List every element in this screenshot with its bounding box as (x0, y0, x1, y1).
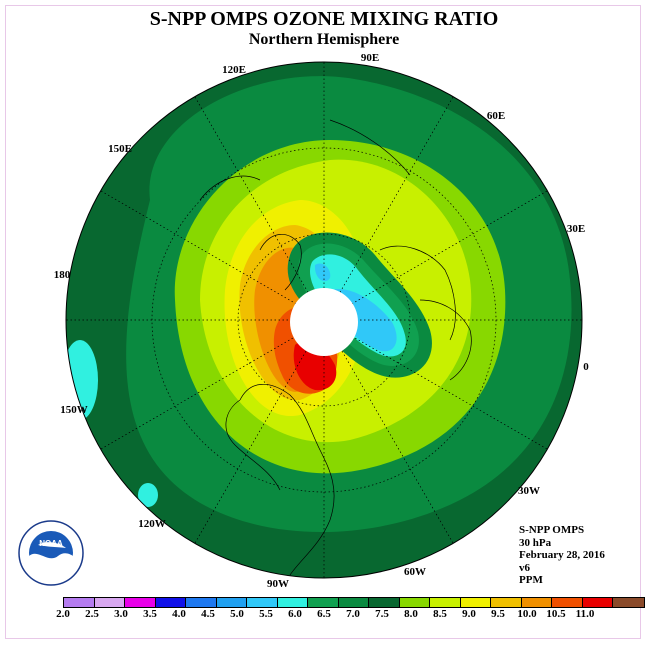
lon-label-180: 180 (54, 269, 71, 281)
colorbar-swatch (125, 598, 156, 607)
lon-label-150w: 150W (60, 404, 88, 416)
polar-gap (290, 288, 358, 356)
colorbar-tick-label: 10.5 (546, 608, 565, 620)
lon-label-120w: 120W (138, 518, 166, 530)
units-label: PPM (519, 574, 605, 587)
colorbar-swatch (400, 598, 431, 607)
colorbar-tick-label: 10.0 (517, 608, 536, 620)
colorbar-tick-label: 5.0 (230, 608, 244, 620)
colorbar-tick-label: 2.5 (85, 608, 99, 620)
lon-label-0: 0 (583, 361, 589, 373)
colorbar-swatch (491, 598, 522, 607)
colorbar-swatch (552, 598, 583, 607)
instrument-label: S-NPP OMPS (519, 524, 605, 537)
colorbar-tick-label: 3.0 (114, 608, 128, 620)
colorbar-swatch (613, 598, 644, 607)
colorbar-swatch (308, 598, 339, 607)
colorbar-swatch (522, 598, 553, 607)
noaa-logo-icon: NOAA (18, 520, 84, 586)
colorbar-swatch (95, 598, 126, 607)
colorbar (63, 597, 645, 608)
version-label: v6 (519, 562, 605, 575)
colorbar-tick-label: 9.0 (462, 608, 476, 620)
lon-label-150e: 150E (108, 143, 132, 155)
colorbar-tick-label: 4.0 (172, 608, 186, 620)
colorbar-swatch (583, 598, 614, 607)
colorbar-tick-label: 7.5 (375, 608, 389, 620)
colorbar-swatch (247, 598, 278, 607)
lon-label-90w: 90W (267, 578, 289, 590)
page: { "title": "S-NPP OMPS OZONE MIXING RATI… (0, 0, 648, 648)
colorbar-tick-label: 8.0 (404, 608, 418, 620)
colorbar-tick-label: 6.0 (288, 608, 302, 620)
colorbar-swatch (430, 598, 461, 607)
colorbar-swatch (278, 598, 309, 607)
colorbar-swatch (217, 598, 248, 607)
lon-label-30w: 30W (518, 485, 540, 497)
colorbar-swatch (64, 598, 95, 607)
colorbar-tick-label: 6.5 (317, 608, 331, 620)
colorbar-tick-label: 5.5 (259, 608, 273, 620)
colorbar-swatch (461, 598, 492, 607)
colorbar-swatch (186, 598, 217, 607)
colorbar-tick-label: 11.0 (576, 608, 595, 620)
lon-label-120e: 120E (222, 64, 246, 76)
level-label: 30 hPa (519, 537, 605, 550)
lon-label-60w: 60W (404, 566, 426, 578)
svg-text:NOAA: NOAA (39, 539, 63, 548)
colorbar-swatch (369, 598, 400, 607)
lon-label-90e: 90E (361, 52, 379, 64)
lon-label-30e: 30E (567, 223, 585, 235)
colorbar-ticks: 2.0 2.5 3.0 3.5 4.0 4.5 5.0 5.5 6.0 6.5 7.0 7.5 8.0 8… (50, 608, 610, 622)
lon-label-60e: 60E (487, 110, 505, 122)
colorbar-tick-label: 3.5 (143, 608, 157, 620)
colorbar-tick-label: 4.5 (201, 608, 215, 620)
colorbar-swatch (156, 598, 187, 607)
colorbar-swatch (339, 598, 370, 607)
colorbar-tick-label: 7.0 (346, 608, 360, 620)
colorbar-tick-label: 8.5 (433, 608, 447, 620)
colorbar-tick-label: 9.5 (491, 608, 505, 620)
date-label: February 28, 2016 (519, 549, 605, 562)
colorbar-tick-label: 2.0 (56, 608, 70, 620)
info-block: S-NPP OMPS 30 hPa February 28, 2016 v6 P… (519, 524, 605, 587)
